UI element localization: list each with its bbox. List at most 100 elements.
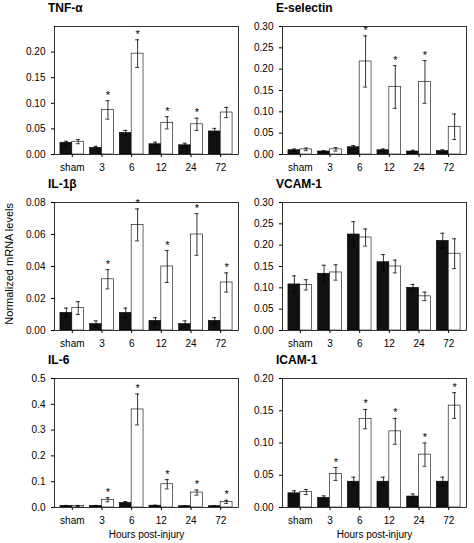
svg-text:24: 24 — [185, 162, 197, 173]
svg-text:sham: sham — [288, 515, 312, 526]
svg-text:*: * — [195, 478, 200, 490]
svg-text:72: 72 — [443, 162, 455, 173]
svg-text:0.5: 0.5 — [32, 373, 46, 384]
svg-text:*: * — [195, 202, 200, 214]
svg-text:72: 72 — [215, 515, 227, 526]
svg-text:0.20: 0.20 — [254, 373, 274, 384]
svg-text:3: 3 — [99, 338, 105, 349]
svg-text:0.10: 0.10 — [254, 282, 274, 293]
svg-text:3: 3 — [327, 338, 333, 349]
svg-text:24: 24 — [185, 515, 197, 526]
svg-text:*: * — [224, 488, 229, 500]
svg-text:*: * — [106, 89, 111, 101]
svg-text:*: * — [165, 468, 170, 480]
svg-text:6: 6 — [357, 338, 363, 349]
svg-text:0.10: 0.10 — [254, 437, 274, 448]
svg-text:6: 6 — [129, 515, 135, 526]
svg-text:72: 72 — [443, 338, 455, 349]
svg-text:3: 3 — [99, 515, 105, 526]
svg-text:0.06: 0.06 — [26, 229, 46, 240]
svg-text:0.05: 0.05 — [254, 303, 274, 314]
svg-text:0.05: 0.05 — [26, 123, 46, 134]
svg-text:0.3: 0.3 — [32, 424, 46, 435]
svg-text:0.08: 0.08 — [26, 197, 46, 208]
html-text:IL-1β: IL-1β — [48, 177, 77, 191]
svg-text:*: * — [393, 54, 398, 66]
svg-text:0.30: 0.30 — [254, 21, 274, 32]
svg-text:12: 12 — [156, 162, 168, 173]
svg-text:Hours post-injury: Hours post-injury — [337, 529, 413, 540]
svg-text:sham: sham — [288, 162, 312, 173]
svg-text:*: * — [363, 397, 368, 409]
svg-text:0.02: 0.02 — [26, 293, 46, 304]
svg-text:*: * — [224, 261, 229, 273]
svg-text:*: * — [106, 486, 111, 498]
svg-text:72: 72 — [215, 162, 227, 173]
html-text:VCAM-1: VCAM-1 — [276, 177, 322, 191]
svg-text:24: 24 — [185, 338, 197, 349]
svg-text:0.15: 0.15 — [26, 72, 46, 83]
svg-text:*: * — [334, 456, 339, 468]
svg-text:0.05: 0.05 — [254, 469, 274, 480]
svg-text:12: 12 — [384, 162, 396, 173]
svg-text:sham: sham — [60, 338, 84, 349]
svg-text:0.15: 0.15 — [254, 261, 274, 272]
svg-text:0.25: 0.25 — [254, 42, 274, 53]
svg-text:24: 24 — [413, 338, 425, 349]
svg-text:0.20: 0.20 — [254, 239, 274, 250]
svg-text:*: * — [363, 24, 368, 36]
svg-text:12: 12 — [156, 338, 168, 349]
svg-text:24: 24 — [413, 162, 425, 173]
html-text:ICAM-1: ICAM-1 — [276, 353, 318, 367]
svg-text:*: * — [423, 49, 428, 61]
svg-text:24: 24 — [413, 515, 425, 526]
svg-text:3: 3 — [99, 162, 105, 173]
svg-text:0.15: 0.15 — [254, 85, 274, 96]
html-text:IL-6: IL-6 — [48, 353, 70, 367]
svg-text:0.15: 0.15 — [254, 405, 274, 416]
svg-text:*: * — [135, 382, 140, 394]
svg-text:0.0: 0.0 — [32, 502, 46, 513]
svg-text:sham: sham — [60, 515, 84, 526]
svg-text:0.10: 0.10 — [26, 98, 46, 109]
svg-text:*: * — [423, 431, 428, 443]
svg-text:72: 72 — [443, 515, 455, 526]
svg-text:0.4: 0.4 — [32, 399, 46, 410]
svg-text:6: 6 — [357, 162, 363, 173]
svg-text:0.00: 0.00 — [254, 149, 274, 160]
svg-text:*: * — [165, 239, 170, 251]
svg-text:6: 6 — [129, 162, 135, 173]
svg-text:0.2: 0.2 — [32, 450, 46, 461]
svg-text:0.1: 0.1 — [32, 476, 46, 487]
svg-text:0.00: 0.00 — [254, 325, 274, 336]
svg-text:sham: sham — [60, 162, 84, 173]
svg-text:0.25: 0.25 — [254, 218, 274, 229]
svg-text:6: 6 — [357, 515, 363, 526]
svg-text:6: 6 — [129, 338, 135, 349]
svg-text:Hours post-injury: Hours post-injury — [109, 529, 185, 540]
svg-text:0.30: 0.30 — [254, 197, 274, 208]
svg-text:*: * — [452, 381, 457, 393]
svg-text:sham: sham — [288, 338, 312, 349]
svg-text:0.04: 0.04 — [26, 261, 46, 272]
svg-text:*: * — [195, 106, 200, 118]
svg-text:0.05: 0.05 — [254, 127, 274, 138]
svg-text:12: 12 — [384, 338, 396, 349]
svg-text:*: * — [165, 105, 170, 117]
svg-text:12: 12 — [156, 515, 168, 526]
svg-text:72: 72 — [215, 338, 227, 349]
svg-text:*: * — [106, 258, 111, 270]
html-text:TNF-α: TNF-α — [48, 1, 83, 15]
svg-text:0.00: 0.00 — [254, 502, 274, 513]
svg-text:0.20: 0.20 — [254, 63, 274, 74]
svg-text:3: 3 — [327, 162, 333, 173]
svg-text:0.10: 0.10 — [254, 106, 274, 117]
html-text:E-selectin: E-selectin — [276, 1, 333, 15]
svg-text:12: 12 — [384, 515, 396, 526]
svg-text:0.00: 0.00 — [26, 325, 46, 336]
svg-text:0.00: 0.00 — [26, 149, 46, 160]
svg-text:*: * — [393, 406, 398, 418]
svg-text:0.20: 0.20 — [26, 46, 46, 57]
svg-text:*: * — [135, 28, 140, 40]
svg-text:3: 3 — [327, 515, 333, 526]
